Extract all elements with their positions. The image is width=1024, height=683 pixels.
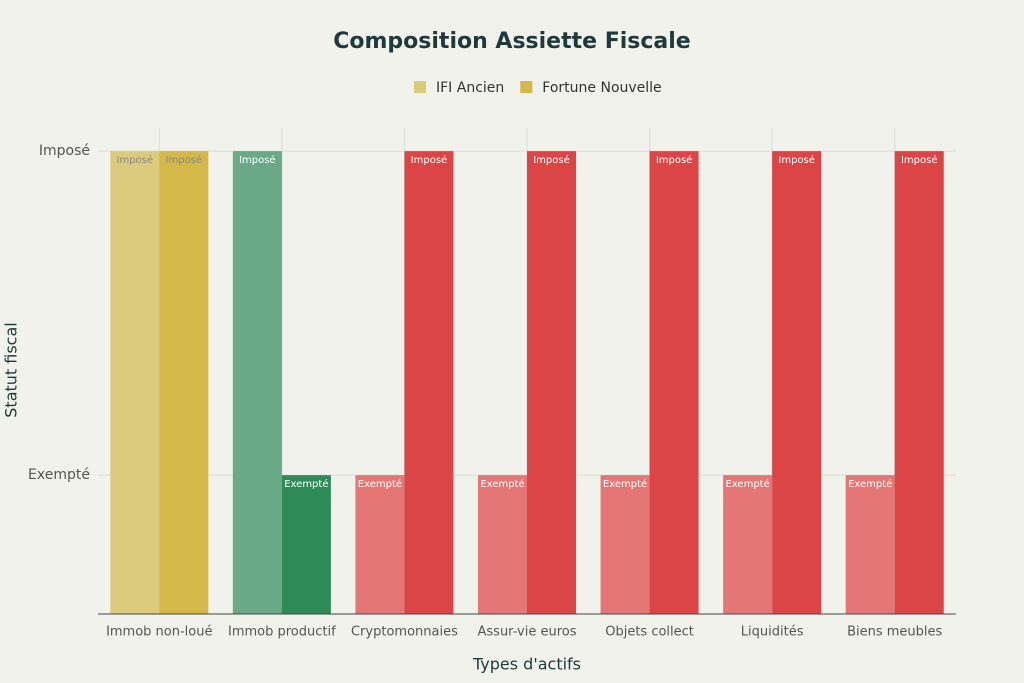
legend-label: IFI Ancien <box>436 80 504 96</box>
data-label: Imposé <box>166 154 203 166</box>
data-label: Imposé <box>901 154 938 166</box>
data-label: Exempté <box>358 478 402 490</box>
data-label: Exempté <box>284 478 328 490</box>
bar <box>723 475 773 614</box>
legend-label: Fortune Nouvelle <box>542 80 661 96</box>
bar <box>281 475 331 614</box>
x-tick-label: Biens meubles <box>847 625 942 640</box>
x-tick-label: Cryptomonnaies <box>351 625 458 640</box>
data-label: Imposé <box>117 154 154 166</box>
bar <box>600 475 650 614</box>
x-tick-label: Immob non-loué <box>106 625 212 640</box>
x-tick-label: Objets collect <box>605 625 694 640</box>
y-tick-label: Imposé <box>39 143 90 159</box>
data-label: Imposé <box>533 154 570 166</box>
x-tick-label: Immob productif <box>228 625 336 640</box>
bar <box>232 151 282 614</box>
bar <box>110 151 160 614</box>
legend-swatch <box>414 81 426 93</box>
bar <box>404 151 454 614</box>
bar <box>477 475 527 614</box>
data-label: Exempté <box>603 478 647 490</box>
bar <box>355 475 405 614</box>
bar <box>772 151 822 614</box>
data-label: Exempté <box>480 478 524 490</box>
x-tick-label: Assur-vie euros <box>478 625 577 640</box>
data-label: Imposé <box>778 154 815 166</box>
bar <box>894 151 944 614</box>
bar <box>649 151 699 614</box>
data-label: Imposé <box>656 154 693 166</box>
data-label: Imposé <box>411 154 448 166</box>
bar <box>159 151 209 614</box>
chart-title: Composition Assiette Fiscale <box>333 29 690 54</box>
x-axis-title: Types d'actifs <box>472 655 581 674</box>
legend-swatch <box>520 81 533 93</box>
data-label: Imposé <box>239 154 276 166</box>
bar <box>527 151 577 614</box>
data-label: Exempté <box>726 478 770 490</box>
bar <box>845 475 895 614</box>
y-tick-label: Exempté <box>28 467 90 483</box>
x-tick-label: Liquidités <box>741 625 804 640</box>
data-label: Exempté <box>848 478 892 490</box>
y-axis-title: Statut fiscal <box>2 322 21 417</box>
